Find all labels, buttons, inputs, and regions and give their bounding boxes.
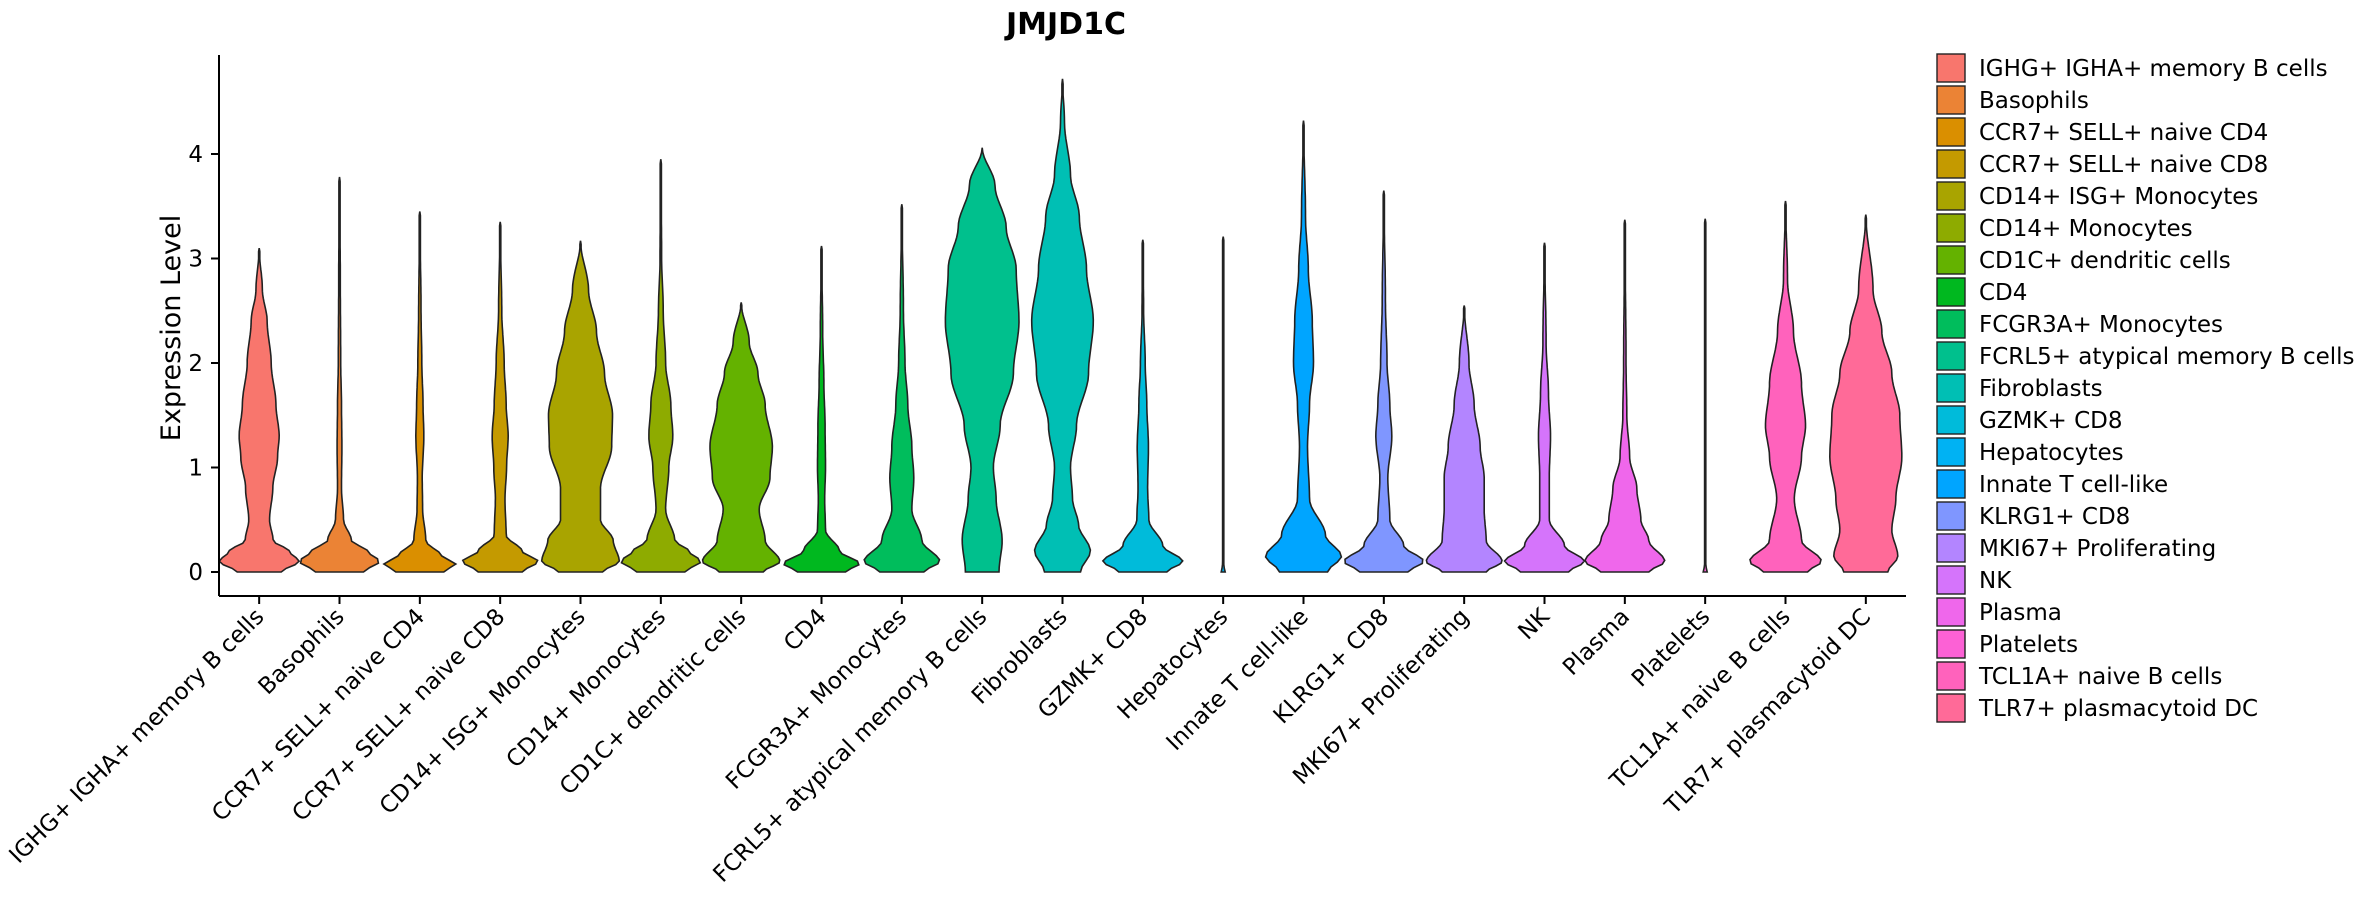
violin-20 xyxy=(1749,200,1822,573)
violin-16 xyxy=(1425,305,1503,573)
violin-21 xyxy=(1828,214,1903,573)
legend-swatch-20 xyxy=(1936,661,1966,691)
violin-8 xyxy=(783,245,860,573)
legend-swatch-17 xyxy=(1936,565,1966,595)
violin-19 xyxy=(1702,218,1709,573)
legend-label-19: Platelets xyxy=(1979,632,2078,658)
legend-label-7: CD1C+ dendritic cells xyxy=(1979,248,2231,274)
chart-title: JMJD1C xyxy=(1004,7,1126,42)
legend-label-20: TCL1A+ naive B cells xyxy=(1978,664,2222,690)
legend-label-8: CD4 xyxy=(1979,280,2027,306)
y-tick-label-1: 1 xyxy=(188,456,203,482)
violin-3 xyxy=(382,211,458,573)
violin-12 xyxy=(1101,239,1184,573)
y-tick-label-0: 0 xyxy=(188,560,203,586)
violin-1 xyxy=(218,247,301,573)
legend-swatch-19 xyxy=(1936,629,1966,659)
legend-swatch-4 xyxy=(1936,149,1966,179)
legend-label-17: NK xyxy=(1979,568,2012,594)
x-tick-label-14: Innate T cell-like xyxy=(1162,604,1314,756)
legend-swatch-7 xyxy=(1936,245,1966,275)
legend-label-15: KLRG1+ CD8 xyxy=(1979,504,2130,530)
legend-swatch-9 xyxy=(1936,309,1966,339)
legend-label-14: Innate T cell-like xyxy=(1979,472,2168,498)
x-tick-label-6: CD14+ Monocytes xyxy=(502,604,671,773)
violin-14 xyxy=(1264,120,1343,573)
legend-label-21: TLR7+ plasmacytoid DC xyxy=(1978,696,2258,722)
y-tick-label-3: 3 xyxy=(188,247,203,273)
legend-swatch-21 xyxy=(1936,693,1966,723)
y-tick-label-4: 4 xyxy=(188,142,203,168)
legend-label-5: CD14+ ISG+ Monocytes xyxy=(1979,184,2258,210)
x-tick-labels: IGHG+ IGHA+ memory B cellsBasophilsCCR7+… xyxy=(5,603,1877,888)
violin-5 xyxy=(540,240,621,573)
legend-swatch-6 xyxy=(1936,213,1966,243)
violin-10 xyxy=(944,147,1020,573)
legend-swatch-15 xyxy=(1936,501,1966,531)
legend-swatch-18 xyxy=(1936,597,1966,627)
legend-swatch-11 xyxy=(1936,373,1966,403)
legend-label-1: IGHG+ IGHA+ memory B cells xyxy=(1979,56,2328,82)
legend: IGHG+ IGHA+ memory B cells Basophils CCR7+… xyxy=(1936,53,2355,723)
legend-label-10: FCRL5+ atypical memory B cells xyxy=(1979,344,2355,370)
legend-swatch-10 xyxy=(1936,341,1966,371)
legend-label-6: CD14+ Monocytes xyxy=(1979,216,2193,242)
axes-layer: 0 1 2 3 4 xyxy=(188,55,1906,604)
legend-label-13: Hepatocytes xyxy=(1979,440,2124,466)
y-axis-label: Expression Level xyxy=(156,215,187,441)
violin-15 xyxy=(1344,190,1424,573)
legend-label-12: GZMK+ CD8 xyxy=(1979,408,2123,434)
legend-swatch-1 xyxy=(1936,53,1966,83)
legend-swatch-8 xyxy=(1936,277,1966,307)
x-tick-label-1: IGHG+ IGHA+ memory B cells xyxy=(5,604,270,869)
x-tick-label-18: Plasma xyxy=(1558,604,1635,681)
violin-18 xyxy=(1584,219,1666,573)
x-tick-label-17: NK xyxy=(1514,603,1556,645)
legend-swatch-16 xyxy=(1936,533,1966,563)
violin-11 xyxy=(1030,78,1095,573)
y-tick-label-2: 2 xyxy=(188,351,203,377)
legend-swatch-14 xyxy=(1936,469,1966,499)
legend-swatch-13 xyxy=(1936,437,1966,467)
violin-2 xyxy=(299,176,380,573)
legend-label-11: Fibroblasts xyxy=(1979,376,2103,402)
legend-label-18: Plasma xyxy=(1979,600,2062,626)
legend-swatch-3 xyxy=(1936,117,1966,147)
violin-4 xyxy=(461,221,539,573)
legend-swatch-2 xyxy=(1936,85,1966,115)
violin-9 xyxy=(863,204,941,573)
x-tick-label-8: CD4 xyxy=(779,604,832,657)
legend-label-3: CCR7+ SELL+ naive CD4 xyxy=(1979,120,2268,146)
legend-swatch-12 xyxy=(1936,405,1966,435)
violin-6 xyxy=(620,159,702,573)
legend-label-2: Basophils xyxy=(1979,88,2089,114)
legend-label-4: CCR7+ SELL+ naive CD8 xyxy=(1979,152,2268,178)
violin-7 xyxy=(701,302,781,573)
violin-13 xyxy=(1220,236,1227,573)
legend-label-16: MKI67+ Proliferating xyxy=(1979,536,2216,562)
violins-layer xyxy=(218,78,1903,573)
legend-label-9: FCGR3A+ Monocytes xyxy=(1979,312,2223,338)
legend-swatch-5 xyxy=(1936,181,1966,211)
violin-17 xyxy=(1503,242,1586,573)
